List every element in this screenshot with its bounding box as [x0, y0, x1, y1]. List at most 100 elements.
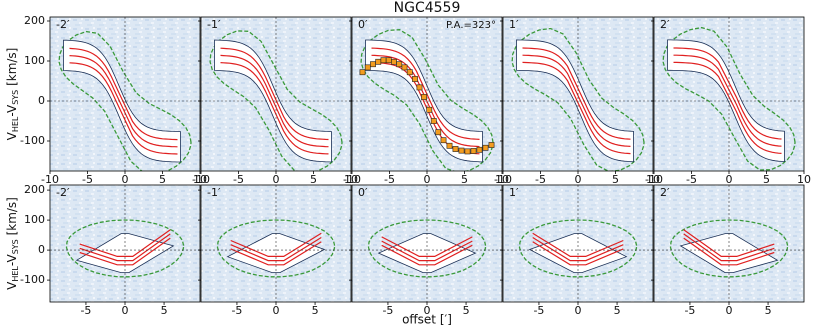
rotation-point [446, 142, 453, 149]
rotation-point [464, 148, 471, 155]
outer-contour [367, 219, 487, 278]
model-contour [522, 61, 631, 155]
model-contour [371, 47, 480, 140]
y-label-part: V [5, 281, 19, 290]
emission-region [667, 39, 785, 163]
x-tick-label: -5 [686, 173, 697, 186]
model-contour [220, 54, 329, 148]
y-tick-label: 0 [38, 94, 45, 107]
y-tick-label: 200 [24, 183, 45, 196]
model-contour [381, 244, 473, 266]
model-contour [532, 236, 624, 262]
x-tick-label: 5 [763, 173, 770, 186]
model-contour [79, 237, 171, 266]
y-axis-label: VHEL-VSYS [km/s] [5, 48, 20, 141]
rotation-point [476, 146, 483, 153]
y-label-part: HEL [11, 266, 20, 282]
model-contour [381, 240, 473, 262]
x-tick-label: 0 [273, 304, 280, 317]
panel-label: 1′ [509, 18, 519, 31]
panel [352, 185, 502, 302]
x-tick-label: 0 [273, 173, 280, 186]
model-contour [220, 62, 329, 155]
panel-label: -2′ [56, 18, 70, 31]
x-tick-label: 5 [612, 173, 619, 186]
panel [503, 17, 653, 171]
rotation-point [435, 129, 442, 136]
x-tick-label: -10 [41, 173, 59, 186]
x-tick-label: 10 [193, 173, 207, 186]
x-tick-label: 5 [310, 173, 317, 186]
y-axis-label: VHEL-VSYS [km/s] [5, 197, 20, 290]
model-contour [381, 236, 473, 257]
rotation-point [458, 147, 465, 154]
rotation-point [401, 64, 408, 71]
y-tick-label: -100 [20, 134, 45, 147]
model-contour [532, 232, 624, 257]
y-label-part: HEL [11, 116, 20, 132]
panel-label: -1′ [207, 186, 221, 199]
rotation-point [380, 57, 387, 64]
rotation-point [488, 142, 495, 148]
x-tick-label: 10 [344, 173, 358, 186]
x-axis-label: offset [′] [402, 313, 452, 327]
rotation-point [482, 144, 489, 151]
rotation-point [426, 106, 433, 113]
x-tick-label: 5 [161, 304, 168, 317]
x-tick-label: 10 [495, 173, 509, 186]
y-tick-label: 100 [24, 213, 45, 226]
x-tick-label: 10 [797, 173, 811, 186]
outer-contour [662, 26, 796, 171]
model-contour [69, 47, 178, 141]
rotation-point [385, 57, 392, 64]
rotation-point [421, 94, 427, 100]
panel-label: 2′ [660, 18, 670, 31]
annotation: P.A.=323° [446, 20, 496, 31]
y-tick-label: 200 [24, 14, 45, 27]
x-tick-label: 0 [726, 304, 733, 317]
x-tick-label: 0 [424, 304, 431, 317]
panel [201, 17, 351, 171]
rotation-point [416, 84, 423, 91]
model-contour [69, 62, 178, 155]
y-tick-label: 0 [38, 243, 45, 256]
panel [654, 185, 804, 302]
panel [503, 185, 653, 302]
outer-contour [360, 29, 494, 171]
x-tick-label: -5 [233, 173, 244, 186]
x-tick-label: 5 [461, 173, 468, 186]
outer-contour [669, 219, 789, 278]
x-tick-label: -10 [192, 173, 210, 186]
model-contour [230, 232, 322, 257]
x-tick-label: -5 [384, 173, 395, 186]
x-tick-label: -5 [684, 304, 695, 317]
model-contour [69, 55, 178, 148]
panel-label: 2′ [660, 186, 670, 199]
x-tick-label: 0 [575, 173, 582, 186]
model-contour [220, 47, 329, 141]
model-contour [522, 54, 631, 147]
model-contour [522, 47, 631, 140]
x-tick-label: 5 [463, 304, 470, 317]
panel [654, 17, 804, 171]
x-tick-label: 0 [575, 304, 582, 317]
x-tick-label: 10 [646, 173, 660, 186]
rotation-point [375, 58, 382, 65]
x-tick-label: -5 [533, 304, 544, 317]
model-contour [683, 233, 775, 262]
rotation-point [406, 69, 413, 76]
model-contour [230, 241, 322, 266]
panel [50, 17, 200, 171]
rotation-point [452, 146, 459, 152]
y-label-part: V [5, 131, 19, 140]
model-contour [230, 236, 322, 262]
rotation-point [370, 61, 376, 68]
y-label-part: [km/s] [5, 48, 19, 90]
rotation-point [359, 69, 366, 76]
outer-contour [65, 219, 185, 278]
panel [201, 185, 351, 302]
x-tick-label: 5 [765, 304, 772, 317]
chart-title: NGC4559 [394, 0, 461, 16]
panel-label: -1′ [207, 18, 221, 31]
